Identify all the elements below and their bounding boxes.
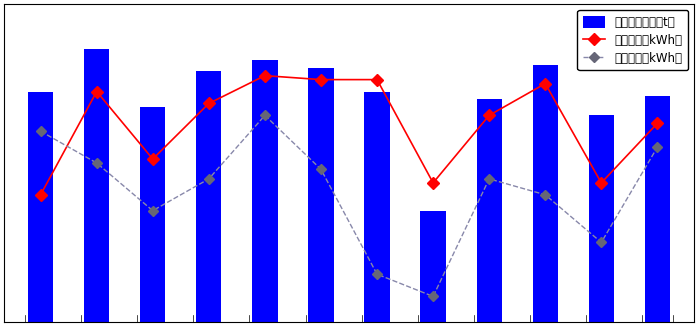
Bar xyxy=(309,68,334,322)
Bar xyxy=(252,60,278,322)
Bar xyxy=(84,49,110,322)
Bar xyxy=(533,65,558,322)
Bar xyxy=(140,107,165,322)
Bar xyxy=(364,92,389,322)
Legend: ごみ焼却量（千t）, 発電量（千kWh）, 売電量（千kWh）: ごみ焼却量（千t）, 発電量（千kWh）, 売電量（千kWh） xyxy=(577,10,688,70)
Bar xyxy=(196,71,221,322)
Bar xyxy=(420,211,446,322)
Bar xyxy=(588,115,614,322)
Bar xyxy=(645,96,670,322)
Bar xyxy=(28,92,53,322)
Bar xyxy=(477,99,502,322)
